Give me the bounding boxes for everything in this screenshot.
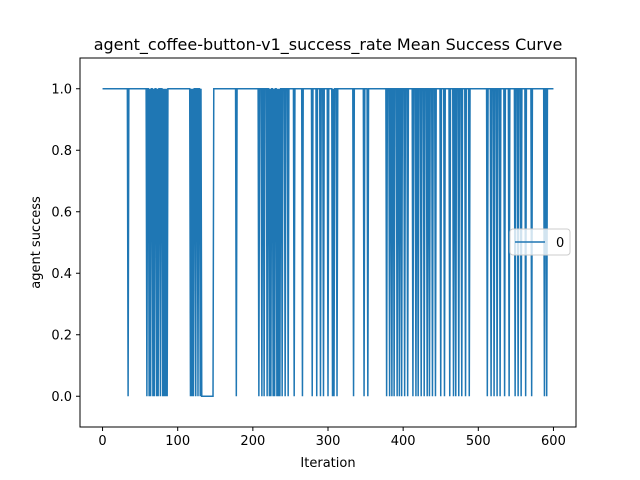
x-tick-label: 500 (466, 434, 491, 449)
x-axis: 0 100 200 300 400 500 600 (98, 427, 566, 449)
legend-entry-0: 0 (556, 236, 564, 251)
y-axis: 0.0 0.2 0.4 0.6 0.8 1.0 (51, 82, 80, 405)
y-tick-label: 1.0 (51, 82, 72, 97)
x-tick-label: 400 (391, 434, 416, 449)
x-tick-label: 300 (316, 434, 341, 449)
y-tick-label: 0.2 (51, 328, 72, 343)
x-tick-label: 200 (240, 434, 265, 449)
series-line-0 (102, 88, 554, 397)
y-tick-label: 0.6 (51, 205, 72, 220)
y-tick-label: 0.8 (51, 144, 72, 159)
chart-title: agent_coffee-button-v1_success_rate Mean… (94, 35, 563, 55)
x-tick-label: 0 (98, 434, 106, 449)
y-axis-title: agent success (29, 196, 44, 289)
x-tick-label: 100 (165, 434, 190, 449)
legend: 0 (509, 228, 571, 256)
y-tick-label: 0.4 (51, 267, 72, 282)
x-axis-title: Iteration (300, 456, 355, 471)
y-tick-label: 0.0 (51, 390, 72, 405)
plot-content (102, 88, 554, 397)
x-tick-label: 600 (541, 434, 566, 449)
